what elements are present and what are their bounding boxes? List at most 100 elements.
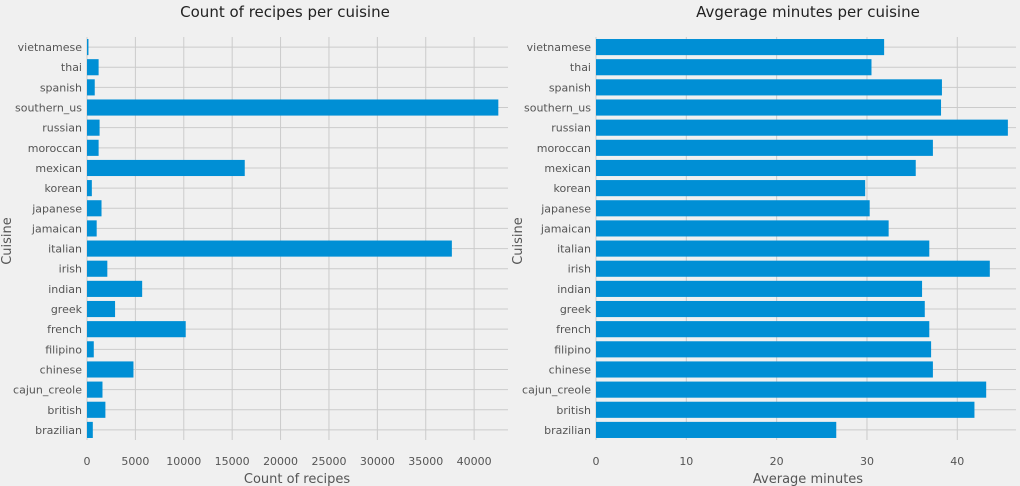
xtick-label: 40000 — [457, 455, 492, 468]
bar-japanese — [87, 200, 102, 217]
bar-cajun-creole — [87, 381, 103, 398]
bar-southern-us — [596, 99, 942, 116]
bar-southern-us — [87, 99, 499, 116]
bar-filipino — [87, 341, 94, 358]
bar-cajun-creole — [596, 381, 987, 398]
bar-vietnamese — [596, 39, 885, 56]
bar-spanish — [87, 79, 95, 96]
ytick-label: korean — [45, 182, 82, 195]
bar-mexican — [596, 159, 916, 177]
ytick-label: brazilian — [544, 424, 591, 437]
ytick-label: british — [47, 404, 82, 417]
bar-british — [596, 401, 975, 418]
xtick-label: 30 — [860, 455, 874, 468]
bar-indian — [87, 280, 143, 297]
bar-irish — [596, 260, 990, 277]
bar-vietnamese — [87, 39, 89, 56]
ytick-labels-average-minutes: brazilian british cajun_creole chinese filip… — [522, 41, 592, 437]
ytick-labels-recipe-count: brazilian british cajun_creole chinese filip… — [13, 41, 83, 437]
ytick-label: moroccan — [537, 142, 591, 155]
bar-greek — [596, 300, 925, 318]
bars-recipe-count — [87, 39, 499, 438]
y-axis-label-average-minutes: Cuisine — [511, 217, 526, 265]
ytick-label: filipino — [45, 343, 82, 356]
ytick-label: chinese — [549, 363, 592, 376]
bar-irish — [87, 260, 108, 277]
bar-greek — [87, 300, 116, 318]
ytick-label: japanese — [540, 202, 591, 215]
bar-korean — [596, 180, 866, 197]
ytick-label: indian — [48, 283, 82, 296]
bar-jamaican — [596, 220, 889, 237]
ytick-label: filipino — [554, 343, 591, 356]
ytick-label: vietnamese — [527, 41, 592, 54]
xtick-label: 30000 — [360, 455, 395, 468]
chart-title-recipe-count: Count of recipes per cuisine — [180, 3, 390, 21]
bar-italian — [596, 240, 930, 257]
y-axis-label-recipe-count: Cuisine — [0, 217, 15, 265]
xtick-label: 20000 — [263, 455, 298, 468]
ytick-label: southern_us — [15, 102, 82, 115]
ytick-label: italian — [557, 243, 591, 256]
ytick-label: moroccan — [28, 142, 82, 155]
bar-thai — [596, 59, 872, 76]
bar-french — [87, 321, 186, 338]
bar-chinese — [87, 361, 134, 378]
ytick-label: spanish — [40, 81, 82, 94]
chart-panel-recipe-count: Count of recipes per cuisine brazilianbr… — [0, 3, 508, 486]
ytick-label: irish — [59, 263, 82, 276]
ytick-label: thai — [570, 61, 591, 74]
ytick-label: french — [47, 323, 82, 336]
bar-korean — [87, 180, 92, 197]
bar-jamaican — [87, 220, 97, 237]
ytick-label: french — [556, 323, 591, 336]
xtick-label: 10000 — [166, 455, 201, 468]
bar-moroccan — [87, 139, 99, 156]
chart-title-average-minutes: Avgerage minutes per cuisine — [696, 3, 920, 21]
ytick-label: russian — [42, 122, 82, 135]
bar-spanish — [596, 79, 942, 96]
ytick-label: spanish — [549, 81, 591, 94]
bar-french — [596, 321, 930, 338]
xtick-labels-average-minutes: 0 10 20 30 40 — [593, 455, 965, 468]
xtick-label: 40 — [950, 455, 964, 468]
ytick-label: greek — [51, 303, 83, 316]
xtick-label: 5000 — [121, 455, 149, 468]
chart-panel-average-minutes: Avgerage minutes per cuisine brazilianbr… — [511, 3, 1016, 486]
gridlines-recipe-count — [86, 37, 508, 440]
bar-italian — [87, 240, 452, 257]
ytick-label: thai — [61, 61, 82, 74]
xtick-label: 20 — [770, 455, 784, 468]
bar-brazilian — [87, 421, 93, 438]
bar-moroccan — [596, 139, 933, 156]
ytick-label: southern_us — [524, 102, 591, 115]
xtick-label: 0 — [593, 455, 600, 468]
ytick-label: japanese — [31, 202, 82, 215]
ytick-label: russian — [551, 122, 591, 135]
ytick-label: jamaican — [540, 222, 591, 235]
ytick-label: cajun_creole — [522, 384, 591, 397]
x-axis-label-recipe-count: Count of recipes — [244, 472, 350, 486]
x-axis-label-average-minutes: Average minutes — [753, 472, 863, 486]
ytick-label: cajun_creole — [13, 384, 82, 397]
bar-japanese — [596, 200, 870, 217]
bar-russian — [87, 119, 100, 136]
ytick-label: mexican — [35, 162, 82, 175]
bar-chinese — [596, 361, 933, 378]
ytick-label: chinese — [40, 363, 83, 376]
ytick-label: british — [556, 404, 591, 417]
bars-average-minutes — [596, 39, 1008, 438]
bar-mexican — [87, 159, 245, 177]
ytick-label: jamaican — [31, 222, 82, 235]
xtick-labels-recipe-count: 0 5000 10000 15000 20000 25000 30000 35000 40000 — [84, 455, 492, 468]
xtick-label: 25000 — [311, 455, 346, 468]
bar-filipino — [596, 341, 932, 358]
ytick-label: indian — [557, 283, 591, 296]
xtick-label: 0 — [84, 455, 91, 468]
xtick-label: 35000 — [408, 455, 443, 468]
bar-british — [87, 401, 106, 418]
ytick-label: greek — [560, 303, 592, 316]
bar-indian — [596, 280, 923, 297]
bar-russian — [596, 119, 1008, 136]
